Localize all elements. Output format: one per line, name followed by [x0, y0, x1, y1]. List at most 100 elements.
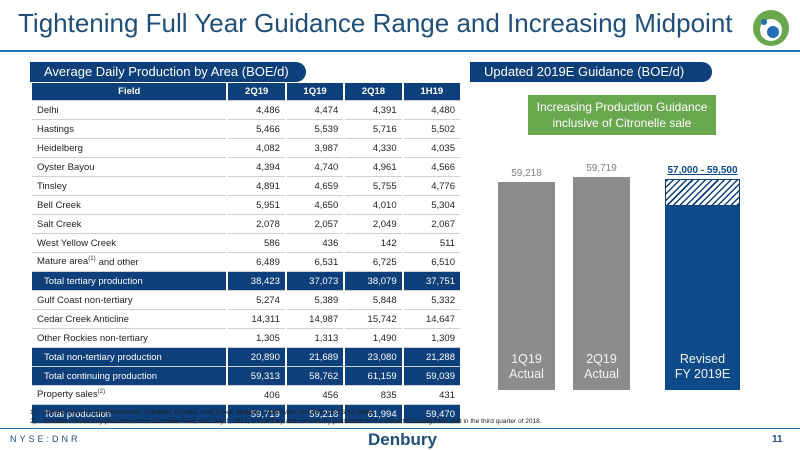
field-cell: Delhi	[32, 101, 227, 120]
value-cell: 431	[403, 386, 460, 405]
column-header: 1Q19	[286, 83, 344, 101]
bar	[498, 182, 555, 390]
field-name: Heidelberg	[37, 142, 83, 154]
field-name: Other Rockies non-tertiary	[37, 332, 148, 344]
table-row: Tinsley 4,891 4,659 5,755 4,776	[32, 177, 460, 196]
value-cell: 5,716	[345, 120, 402, 139]
column-header: Field	[32, 83, 227, 101]
value-cell: 5,755	[345, 177, 402, 196]
field-name: West Yellow Creek	[37, 237, 117, 249]
production-table: Field 2Q19 1Q19 2Q18 1H19 Delhi 4,486 4,474 4,39…	[30, 83, 462, 424]
field-cell: Property sales(2)	[32, 386, 227, 405]
value-label: 57,000 - 59,500	[667, 165, 738, 177]
field-name: Delhi	[37, 104, 59, 116]
field-suffix: and other	[98, 256, 139, 268]
table-row: Total continuing production 59,313 58,762 6…	[32, 367, 460, 386]
slide-title: Tightening Full Year Guidance Range and …	[18, 8, 733, 38]
column-header: 2Q18	[345, 83, 402, 101]
field-cell: Cedar Creek Anticline	[32, 310, 227, 329]
field-cell: Heidelberg	[32, 139, 227, 158]
value-cell: 15,742	[345, 310, 402, 329]
value-cell: 5,848	[345, 291, 402, 310]
logo	[753, 10, 789, 46]
field-name: Cedar Creek Anticline	[37, 313, 129, 325]
value-cell: 4,082	[228, 139, 285, 158]
value-cell: 21,288	[403, 348, 460, 367]
title-rule	[0, 50, 800, 52]
table-row: Other Rockies non-tertiary 1,305 1,313 1,49…	[32, 329, 460, 348]
chart: 59,218 1Q19 Actual 59,719 2Q19 Actual 57,000…	[470, 84, 780, 394]
value-cell: 406	[228, 386, 285, 405]
field-cell: Total continuing production	[32, 367, 227, 386]
table-row: Salt Creek 2,078 2,057 2,049 2,067	[32, 215, 460, 234]
table-row: Total production 59,719 59,218 61,994 59,470	[32, 405, 460, 424]
value-cell: 1,490	[345, 329, 402, 348]
value-label: 59,218	[511, 168, 542, 180]
value-cell: 5,304	[403, 196, 460, 215]
value-cell: 37,751	[403, 272, 460, 291]
footnote-ref: (1)	[88, 256, 96, 263]
value-cell: 4,659	[286, 177, 344, 196]
chart-title: Updated 2019E Guidance (BOE/d)	[470, 62, 712, 82]
value-cell: 586	[228, 234, 285, 253]
table-row: Total tertiary production 38,423 37,073 38,…	[32, 272, 460, 291]
field-cell: Total tertiary production	[32, 272, 227, 291]
field-cell: Mature area(1) and other	[32, 253, 227, 272]
value-cell: 23,080	[345, 348, 402, 367]
value-cell: 6,725	[345, 253, 402, 272]
value-cell: 4,394	[228, 158, 285, 177]
table-row: Hastings 5,466 5,539 5,716 5,502	[32, 120, 460, 139]
value-cell: 1,305	[228, 329, 285, 348]
value-cell: 59,039	[403, 367, 460, 386]
value-cell: 4,566	[403, 158, 460, 177]
field-name: Property sales	[37, 389, 98, 401]
footer-rule	[0, 428, 800, 429]
value-cell: 6,531	[286, 253, 344, 272]
field-cell: Other Rockies non-tertiary	[32, 329, 227, 348]
value-cell: 59,470	[403, 405, 460, 424]
value-cell: 14,987	[286, 310, 344, 329]
field-cell: West Yellow Creek	[32, 234, 227, 253]
value-cell: 511	[403, 234, 460, 253]
value-cell: 59,719	[228, 405, 285, 424]
field-name: Total continuing production	[44, 370, 158, 382]
table-row: Heidelberg 4,082 3,987 4,330 4,035	[32, 139, 460, 158]
table-row: Delhi 4,486 4,474 4,391 4,480	[32, 101, 460, 120]
table-row: West Yellow Creek 586 436 142 511	[32, 234, 460, 253]
field-cell: Gulf Coast non-tertiary	[32, 291, 227, 310]
field-name: Gulf Coast non-tertiary	[37, 294, 133, 306]
annotation: Increasing Production Guidance inclusive…	[528, 95, 716, 135]
value-cell: 436	[286, 234, 344, 253]
field-cell: Bell Creek	[32, 196, 227, 215]
value-cell: 58,762	[286, 367, 344, 386]
value-cell: 14,311	[228, 310, 285, 329]
field-cell: Total production	[32, 405, 227, 424]
field-cell: Oyster Bayou	[32, 158, 227, 177]
value-label: 59,719	[586, 162, 617, 174]
value-cell: 6,489	[228, 253, 285, 272]
footnote-text: Mature area includes Brookhaven, Cranfie…	[44, 409, 375, 416]
table-row: Oyster Bayou 4,394 4,740 4,961 4,566	[32, 158, 460, 177]
value-cell: 37,073	[286, 272, 344, 291]
field-cell: Tinsley	[32, 177, 227, 196]
value-cell: 4,776	[403, 177, 460, 196]
field-cell: Total non-tertiary production	[32, 348, 227, 367]
field-name: Mature area	[37, 256, 89, 268]
value-cell: 1,313	[286, 329, 344, 348]
value-cell: 4,010	[345, 196, 402, 215]
value-cell: 5,466	[228, 120, 285, 139]
field-name: Total non-tertiary production	[44, 351, 162, 363]
footnote-marker: 2)	[30, 418, 36, 425]
value-cell: 2,067	[403, 215, 460, 234]
value-cell: 61,994	[345, 405, 402, 424]
bar	[665, 206, 740, 390]
value-cell: 4,480	[403, 101, 460, 120]
value-cell: 456	[286, 386, 344, 405]
table-title: Average Daily Production by Area (BOE/d)	[30, 62, 306, 82]
value-cell: 61,159	[345, 367, 402, 386]
field-name: Total tertiary production	[44, 275, 143, 287]
value-cell: 38,423	[228, 272, 285, 291]
brand: Denbury	[368, 430, 437, 449]
ticker: NYSE:DNR	[10, 434, 81, 444]
